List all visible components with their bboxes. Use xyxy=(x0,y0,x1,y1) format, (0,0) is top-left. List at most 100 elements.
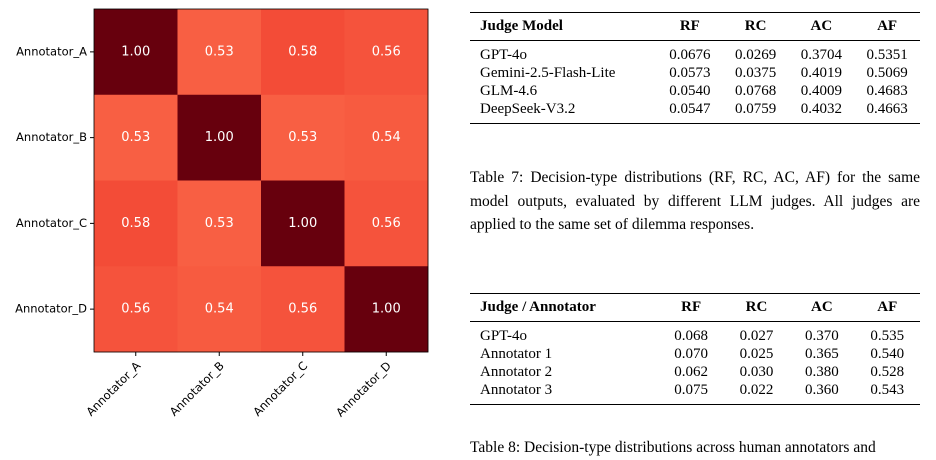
table-cell: Annotator 2 xyxy=(480,363,553,380)
header-cell: AC xyxy=(789,293,855,322)
table-cell: 0.0573 xyxy=(669,64,711,81)
cell-label: 0.53 xyxy=(205,216,234,231)
table-cell: 0.5351 xyxy=(866,46,908,63)
table-cell: Gemini-2.5-Flash-Lite xyxy=(480,64,616,81)
table-row: Annotator 2 0.062 0.030 0.380 0.528 xyxy=(470,363,920,381)
table-cell: 0.4019 xyxy=(800,64,842,81)
table-cell: 0.380 xyxy=(805,363,839,380)
y-tick-label: Annotator_D xyxy=(15,302,87,316)
table-body: GPT-4o 0.068 0.027 0.370 0.535 Annotator 1 0.0… xyxy=(470,322,920,405)
table-cell: GPT-4o xyxy=(480,46,527,63)
table-cell: 0.0540 xyxy=(669,82,711,99)
cell-label: 0.54 xyxy=(205,302,234,317)
cell-label: 1.00 xyxy=(205,130,234,145)
heatmap-cell xyxy=(261,94,345,181)
table-cell: 0.3704 xyxy=(800,46,842,63)
header-cell: RF xyxy=(656,12,723,41)
table-cell: Annotator 3 xyxy=(480,381,553,398)
table-cell: 0.540 xyxy=(870,345,905,362)
table-cell: 0.4032 xyxy=(800,100,842,117)
heatmap-cell xyxy=(94,180,178,267)
table-cell: 0.075 xyxy=(674,381,709,398)
heatmap-cell xyxy=(94,94,178,181)
table-cell: 0.360 xyxy=(805,381,839,398)
header-cell: RC xyxy=(722,12,789,41)
table: Judge Model RF RC AC AF GPT-4o 0.0676 0.0269 0.3… xyxy=(470,12,920,124)
table-row: Annotator 3 0.075 0.022 0.360 0.543 xyxy=(470,381,920,405)
x-tick-label: Annotator_B xyxy=(167,359,227,419)
header-cell: AC xyxy=(788,12,855,41)
cell-label: 0.53 xyxy=(205,44,234,59)
header-row: Judge Model RF RC AC AF xyxy=(470,12,920,41)
table-body: GPT-4o 0.0676 0.0269 0.3704 0.5351 Gemini-2.5… xyxy=(470,41,920,124)
header-cell: RF xyxy=(658,293,724,322)
heatmap-cell xyxy=(177,94,262,181)
table-cell: 0.0676 xyxy=(669,46,711,63)
cell-label: 1.00 xyxy=(121,44,150,59)
header-cell: RC xyxy=(723,293,790,322)
table-row: Annotator 1 0.070 0.025 0.365 0.540 xyxy=(470,345,920,363)
cell-label: 1.00 xyxy=(372,302,401,317)
table-cell: 0.025 xyxy=(739,345,774,362)
table-cell: 0.068 xyxy=(674,327,709,344)
table-cell: 0.528 xyxy=(870,363,905,380)
header-cell: AF xyxy=(854,12,920,41)
x-tick-label: Annotator_C xyxy=(250,359,310,419)
header-row: Judge / Annotator RF RC AC AF xyxy=(470,293,920,322)
caption: Table 8: Decision-type distributions acr… xyxy=(470,439,876,456)
table-head: Judge Model RF RC AC AF xyxy=(470,12,920,41)
table-cell: 0.4663 xyxy=(866,100,908,117)
cell-label: 0.56 xyxy=(372,216,401,231)
table-cell: 0.062 xyxy=(674,363,709,380)
table-cell: 0.0768 xyxy=(734,82,777,99)
table-cell: 0.022 xyxy=(739,381,774,398)
cell-label: 0.56 xyxy=(288,302,317,317)
table-cell: 0.030 xyxy=(739,363,774,380)
table-cell: 0.0759 xyxy=(734,100,777,117)
y-tick-label: Annotator_A xyxy=(16,44,87,58)
header-cell: Judge Model xyxy=(470,12,657,41)
table-cell: DeepSeek-V3.2 xyxy=(480,100,576,117)
table-row: GPT-4o 0.0676 0.0269 0.3704 0.5351 xyxy=(470,41,920,65)
cell-label: 0.54 xyxy=(372,130,401,145)
table-cell: 0.070 xyxy=(674,345,709,362)
heatmap-cell xyxy=(344,94,429,181)
table-cell: 0.543 xyxy=(870,381,905,398)
table-cell: 0.0547 xyxy=(669,100,711,117)
heatmap-cell xyxy=(261,180,345,267)
cell-label: 0.53 xyxy=(121,130,150,145)
table-cell: 0.535 xyxy=(870,327,905,344)
table-row: DeepSeek-V3.2 0.0547 0.0759 0.4032 0.4663 xyxy=(470,100,920,124)
cell-label: 0.56 xyxy=(121,302,150,317)
heatmap-cell xyxy=(344,9,429,96)
heatmap-cell xyxy=(344,266,429,353)
table-cell: Annotator 1 xyxy=(480,345,553,362)
cell-label: 0.53 xyxy=(288,130,317,145)
heatmap: 1.00 0.53 0.58 0.56 0.53 1.00 0.53 0.54 0.58 0.53… xyxy=(15,8,429,420)
table-cell: 0.027 xyxy=(739,327,774,344)
table-cell: 0.0375 xyxy=(734,64,777,81)
x-tick-label: Annotator_D xyxy=(333,359,394,420)
header-cell: AF xyxy=(854,293,920,322)
heatmap-cell xyxy=(94,266,178,353)
table-row: GLM-4.6 0.0540 0.0768 0.4009 0.4683 xyxy=(470,82,920,100)
y-tick-label: Annotator_C xyxy=(16,216,87,230)
cell-label: 0.58 xyxy=(121,216,150,231)
table-row: GPT-4o 0.068 0.027 0.370 0.535 xyxy=(470,322,920,346)
table-cell: 0.5069 xyxy=(866,64,908,81)
heatmap-cell xyxy=(177,180,262,267)
header-cell: Judge / Annotator xyxy=(470,293,659,322)
heatmap-cell xyxy=(94,9,178,96)
table: Judge / Annotator RF RC AC AF GPT-4o 0.068 0.02… xyxy=(470,293,920,405)
cell-label: 1.00 xyxy=(288,216,317,231)
table-cell: 0.365 xyxy=(805,345,839,362)
table-cell: GLM-4.6 xyxy=(480,82,538,99)
cell-label: 0.58 xyxy=(288,44,317,59)
y-tick-label: Annotator_B xyxy=(16,130,87,144)
heatmap-cell xyxy=(344,180,429,267)
table-cell: GPT-4o xyxy=(480,327,527,344)
plot-frame xyxy=(93,8,429,353)
heatmap-cell xyxy=(261,266,345,353)
caption: Table 7: Decision-type distributions (RF… xyxy=(470,169,920,233)
